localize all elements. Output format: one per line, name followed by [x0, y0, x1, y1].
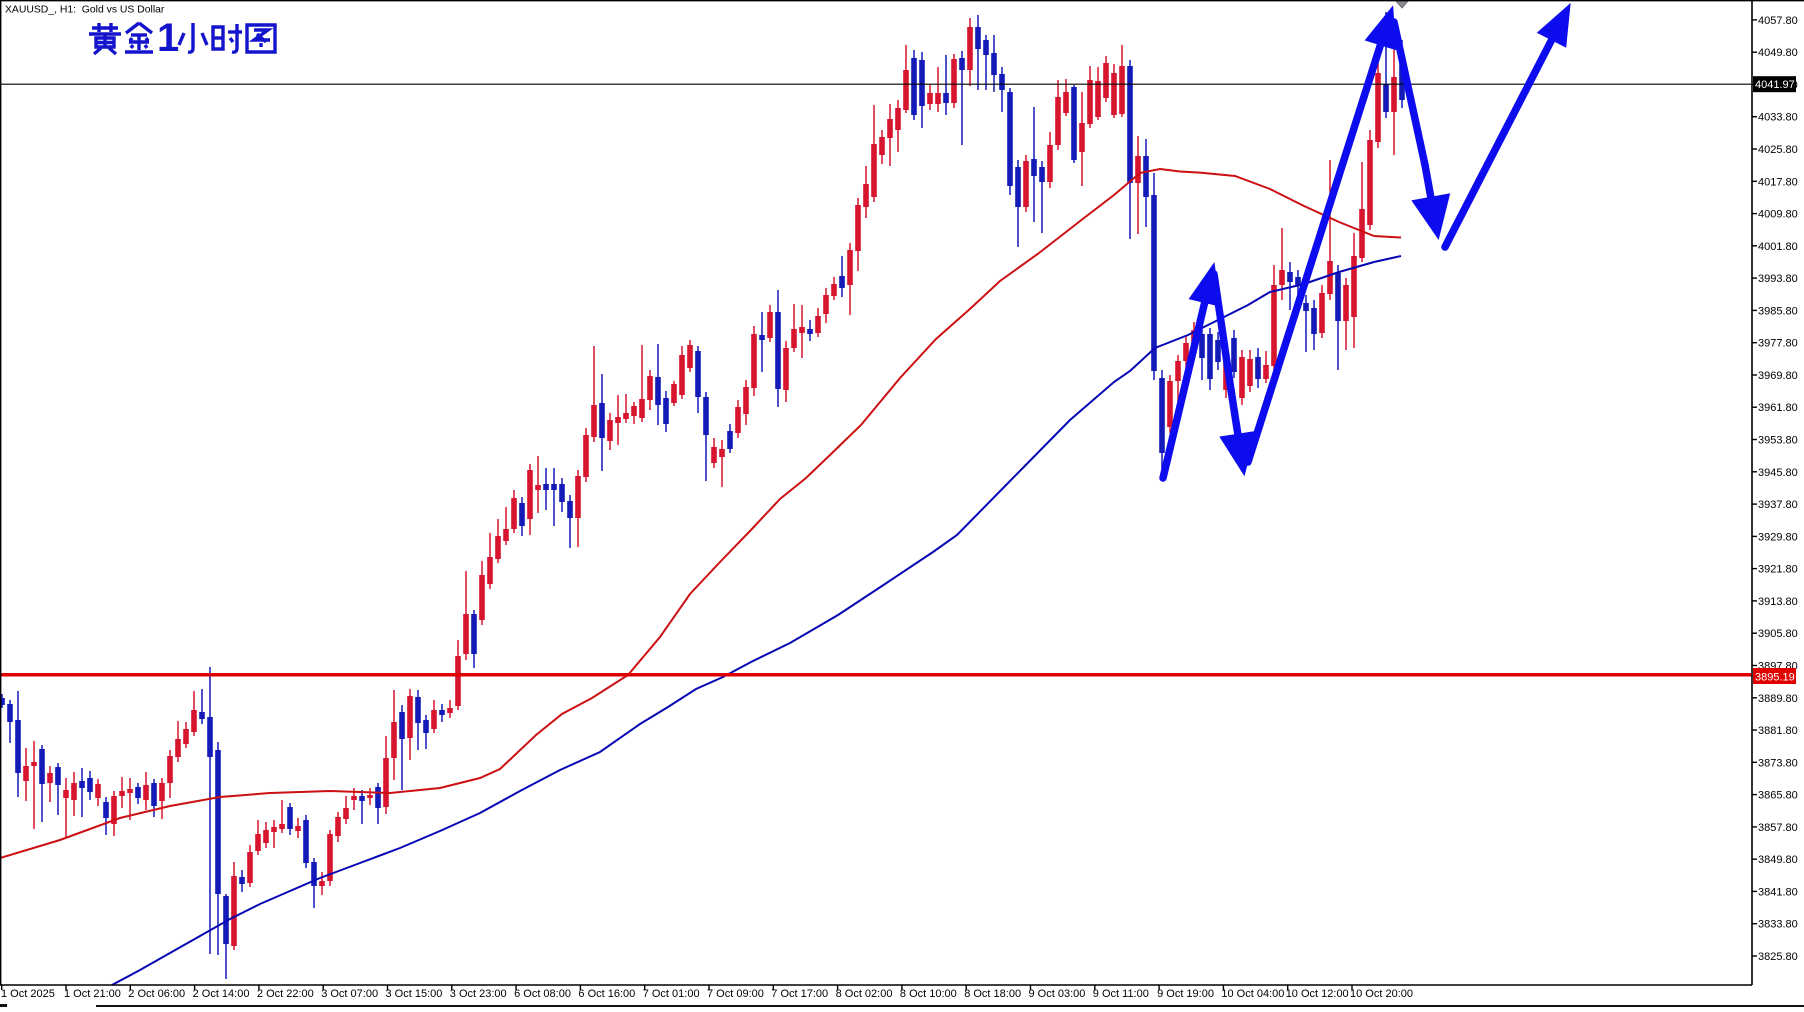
svg-text:1 Oct 21:00: 1 Oct 21:00 — [64, 988, 121, 1000]
svg-text:3889.80: 3889.80 — [1758, 693, 1798, 705]
svg-text:6 Oct 16:00: 6 Oct 16:00 — [578, 988, 635, 1000]
svg-text:4009.80: 4009.80 — [1758, 209, 1798, 221]
svg-text:1 Oct 2025: 1 Oct 2025 — [1, 988, 55, 1000]
svg-text:XAUUSD_, H1: Gold vs US Dolla: XAUUSD_, H1: Gold vs US Dollar — [5, 5, 165, 16]
svg-text:3881.80: 3881.80 — [1758, 725, 1798, 737]
svg-text:3 Oct 07:00: 3 Oct 07:00 — [321, 988, 378, 1000]
svg-text:4001.80: 4001.80 — [1758, 241, 1798, 253]
svg-text:3953.80: 3953.80 — [1758, 435, 1798, 447]
svg-text:10 Oct 04:00: 10 Oct 04:00 — [1221, 988, 1284, 1000]
svg-text:1: 1 — [157, 16, 179, 60]
svg-text:3895.19: 3895.19 — [1755, 672, 1795, 684]
svg-text:9 Oct 11:00: 9 Oct 11:00 — [1093, 988, 1149, 1000]
svg-text:4033.80: 4033.80 — [1758, 112, 1798, 124]
svg-text:8 Oct 18:00: 8 Oct 18:00 — [964, 988, 1021, 1000]
svg-text:3825.80: 3825.80 — [1758, 951, 1798, 963]
svg-text:9 Oct 03:00: 9 Oct 03:00 — [1029, 988, 1086, 1000]
svg-text:3873.80: 3873.80 — [1758, 757, 1798, 769]
svg-text:3841.80: 3841.80 — [1758, 886, 1798, 898]
svg-text:3937.80: 3937.80 — [1758, 499, 1798, 511]
svg-text:3985.80: 3985.80 — [1758, 305, 1798, 317]
svg-text:9 Oct 19:00: 9 Oct 19:00 — [1157, 988, 1214, 1000]
svg-text:3929.80: 3929.80 — [1758, 531, 1798, 543]
svg-text:4049.80: 4049.80 — [1758, 47, 1798, 59]
svg-text:3945.80: 3945.80 — [1758, 467, 1798, 479]
svg-text:3969.80: 3969.80 — [1758, 370, 1798, 382]
svg-text:8 Oct 02:00: 8 Oct 02:00 — [836, 988, 893, 1000]
svg-text:3833.80: 3833.80 — [1758, 919, 1798, 931]
svg-text:8 Oct 10:00: 8 Oct 10:00 — [900, 988, 957, 1000]
svg-text:3961.80: 3961.80 — [1758, 402, 1798, 414]
svg-text:7 Oct 01:00: 7 Oct 01:00 — [643, 988, 700, 1000]
svg-text:3865.80: 3865.80 — [1758, 790, 1798, 802]
svg-text:3 Oct 23:00: 3 Oct 23:00 — [450, 988, 507, 1000]
svg-text:3993.80: 3993.80 — [1758, 273, 1798, 285]
svg-text:3857.80: 3857.80 — [1758, 822, 1798, 834]
svg-text:3849.80: 3849.80 — [1758, 854, 1798, 866]
svg-text:3921.80: 3921.80 — [1758, 564, 1798, 576]
svg-text:4057.80: 4057.80 — [1758, 15, 1798, 27]
svg-text:4041.97: 4041.97 — [1755, 79, 1795, 91]
svg-text:7 Oct 17:00: 7 Oct 17:00 — [771, 988, 828, 1000]
svg-text:4025.80: 4025.80 — [1758, 144, 1798, 156]
svg-text:3977.80: 3977.80 — [1758, 338, 1798, 350]
svg-text:3913.80: 3913.80 — [1758, 596, 1798, 608]
svg-text:10 Oct 20:00: 10 Oct 20:00 — [1350, 988, 1413, 1000]
svg-text:2 Oct 14:00: 2 Oct 14:00 — [193, 988, 250, 1000]
svg-text:10 Oct 12:00: 10 Oct 12:00 — [1286, 988, 1349, 1000]
svg-text:4017.80: 4017.80 — [1758, 176, 1798, 188]
svg-text:3905.80: 3905.80 — [1758, 628, 1798, 640]
svg-text:7 Oct 09:00: 7 Oct 09:00 — [707, 988, 764, 1000]
svg-text:3 Oct 15:00: 3 Oct 15:00 — [386, 988, 443, 1000]
svg-text:6 Oct 08:00: 6 Oct 08:00 — [514, 988, 571, 1000]
svg-text:2 Oct 22:00: 2 Oct 22:00 — [257, 988, 314, 1000]
svg-text:2 Oct 06:00: 2 Oct 06:00 — [128, 988, 185, 1000]
